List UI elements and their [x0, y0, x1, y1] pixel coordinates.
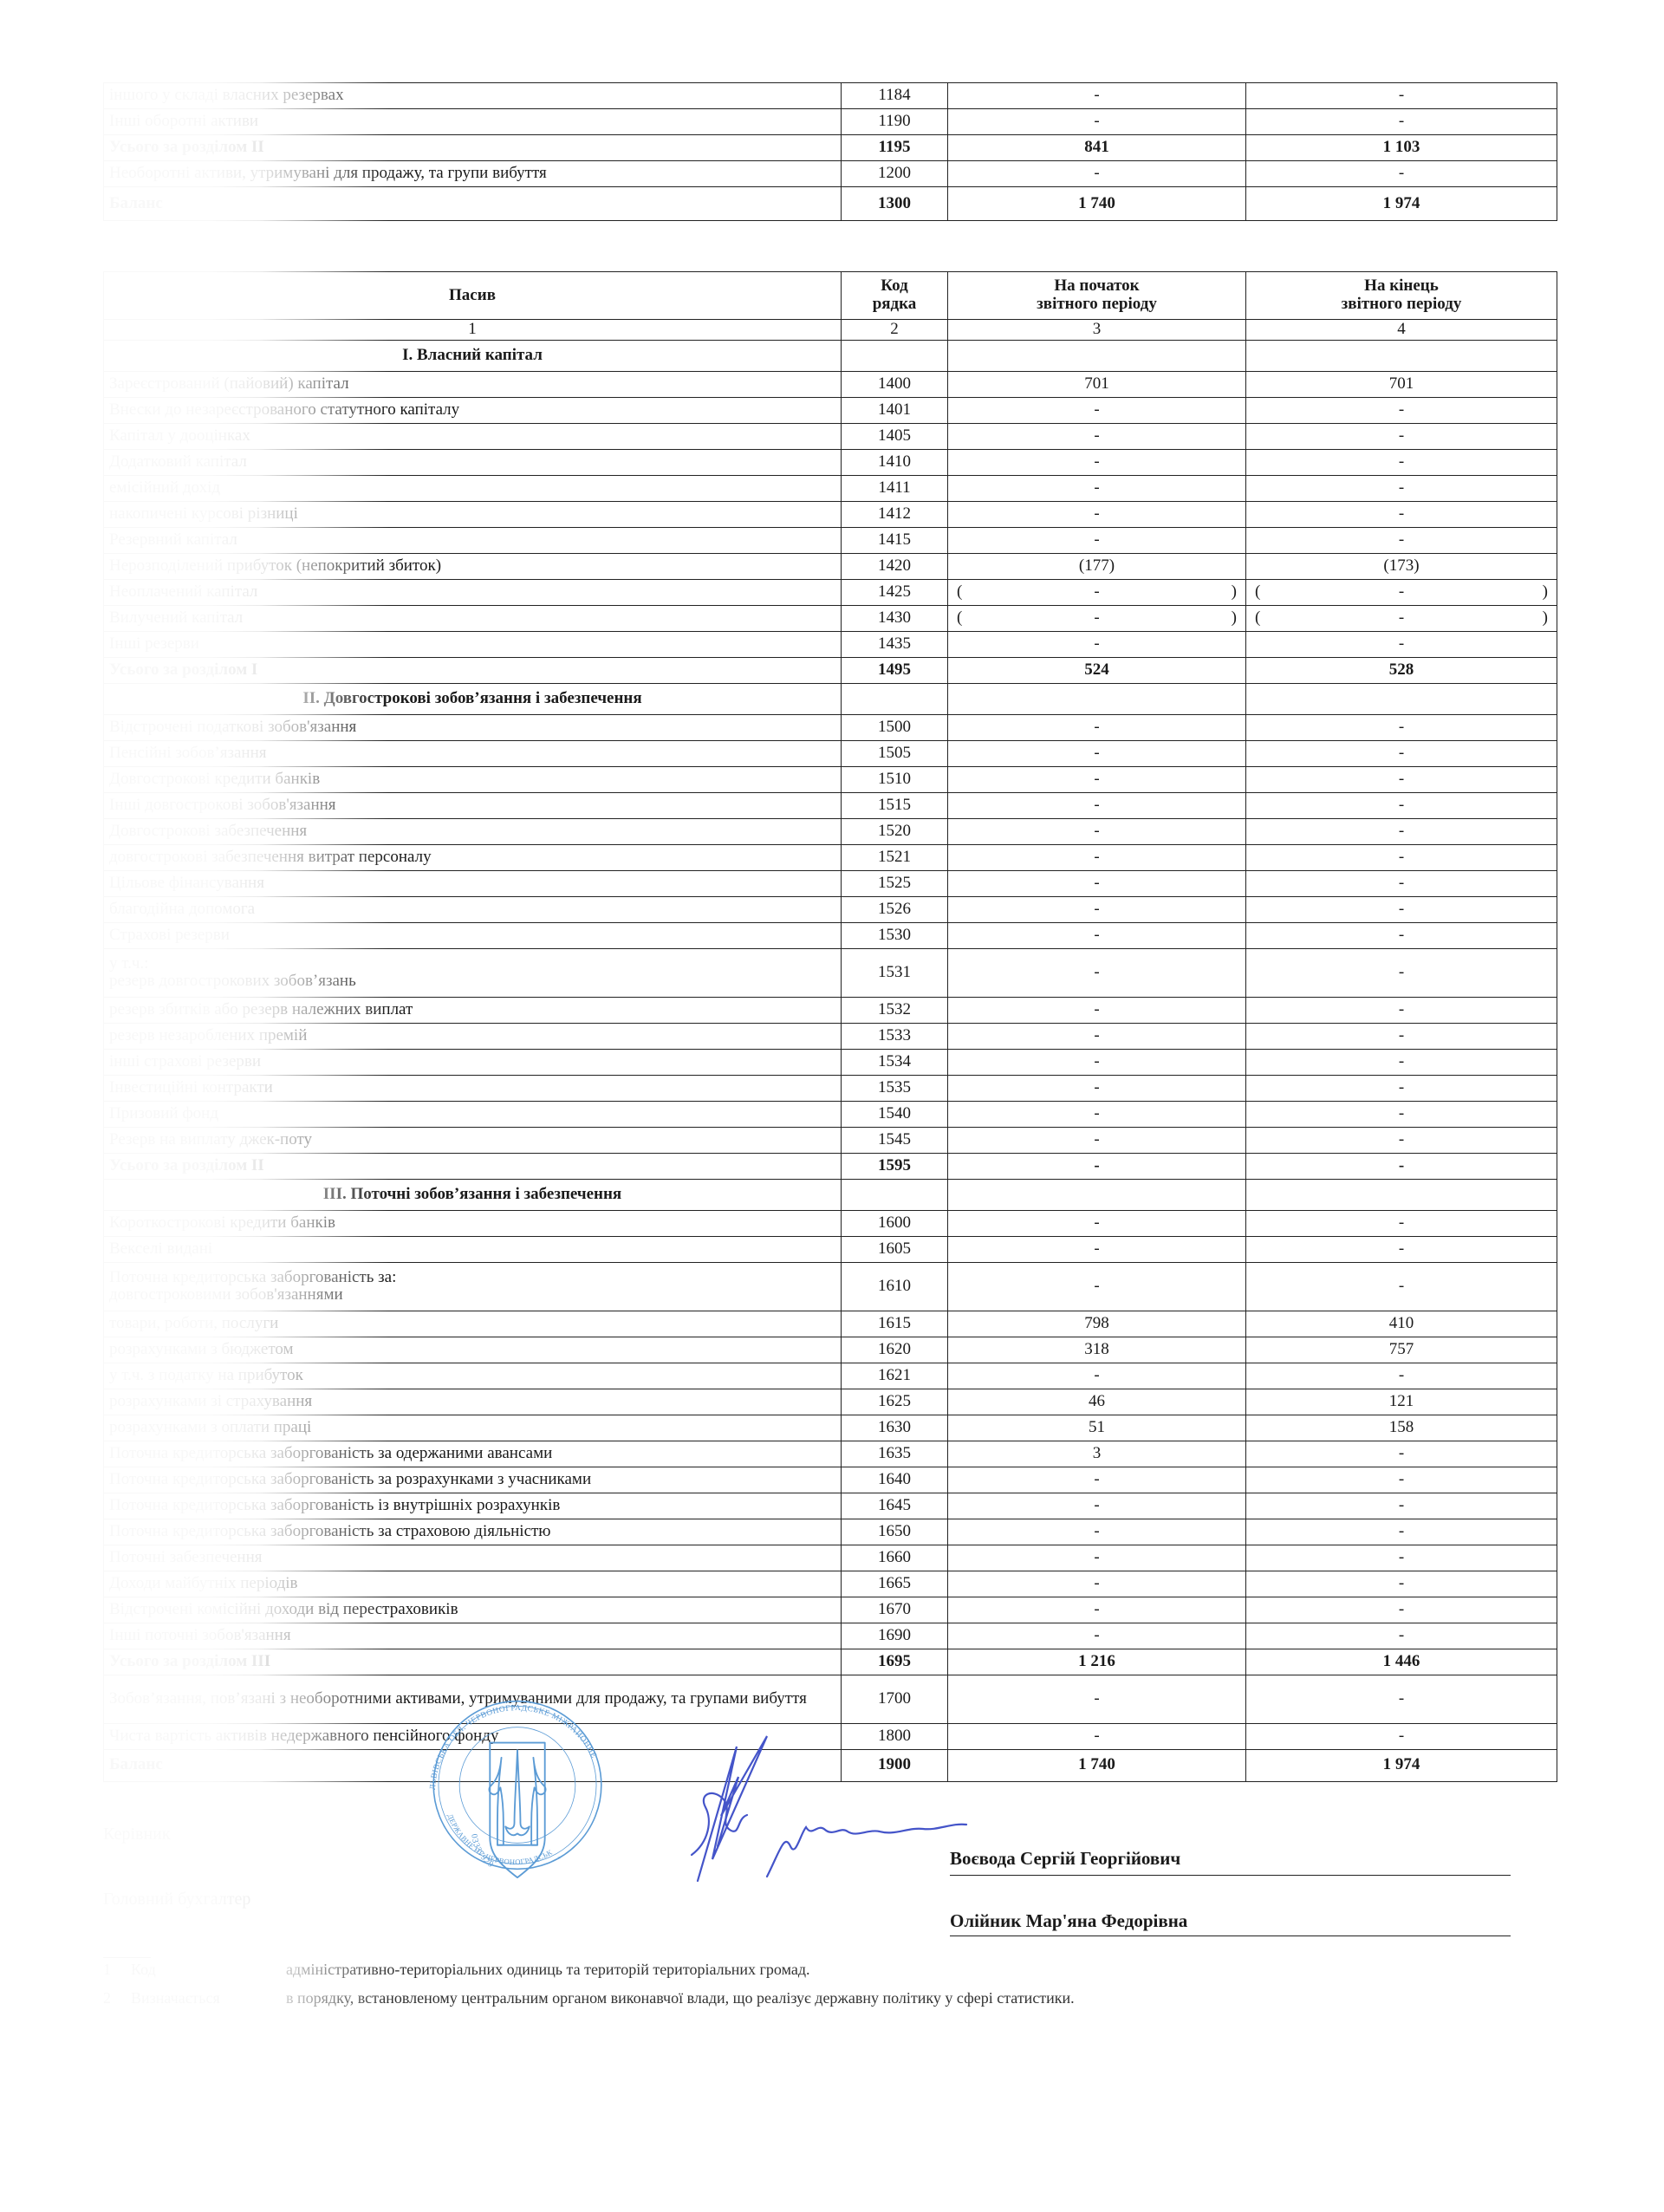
- svg-text:*: *: [483, 1859, 486, 1867]
- svg-text:ДЕРЖАВНЕ ПІДПРИЄМСТВО: ДЕРЖАВНЕ ПІДПРИЄМСТВО: [413, 1679, 484, 1857]
- svg-text:ЛЬВІВСЬКА ОБЛ. ЧЕРВОНОГРАДСЬКЕ: ЛЬВІВСЬКА ОБЛ. ЧЕРВОНОГРАДСЬКЕ МІЖРАЙОНН…: [429, 1704, 598, 1790]
- svg-text:*: *: [557, 1855, 561, 1863]
